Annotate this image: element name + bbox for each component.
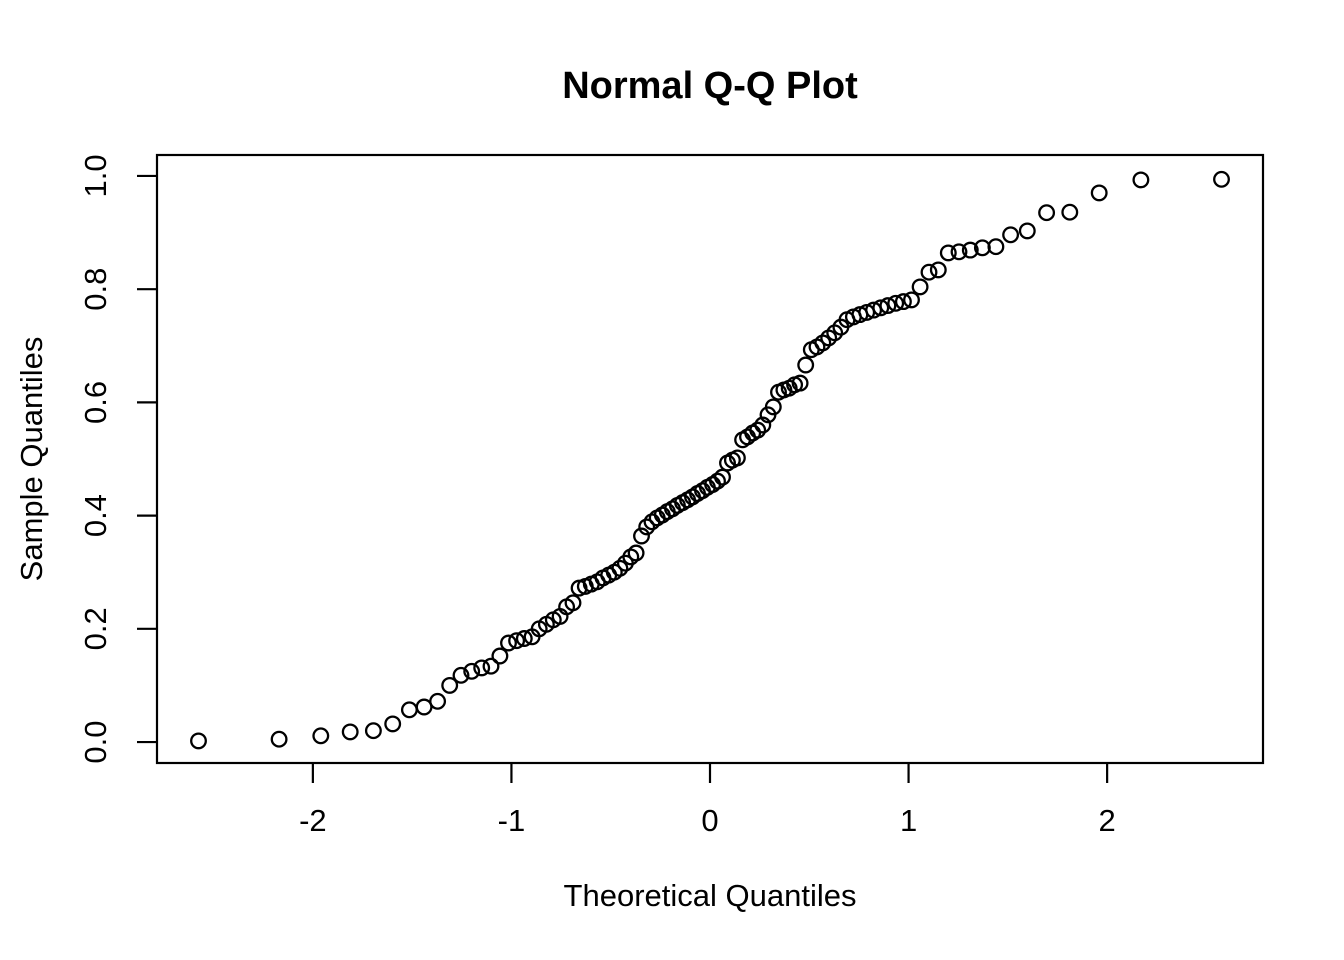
qq-data-point <box>911 278 929 296</box>
qq-data-point <box>638 518 656 536</box>
qq-data-point <box>1038 204 1056 222</box>
qq-data-point <box>939 244 957 262</box>
qq-data-point <box>190 732 207 750</box>
qq-data-point <box>961 241 979 259</box>
y-tick-label: 0.0 <box>78 720 113 763</box>
qq-data-point <box>341 723 359 741</box>
qq-data-point <box>987 238 1005 256</box>
qq-data-point <box>270 730 288 748</box>
y-tick-label: 0.4 <box>78 494 113 537</box>
qq-data-point <box>1061 203 1079 221</box>
qq-data-point <box>903 291 920 309</box>
qq-data-point <box>709 472 726 490</box>
qq-data-point <box>400 701 418 719</box>
y-tick-label: 1.0 <box>78 154 113 197</box>
plot-box <box>155 153 1265 765</box>
qq-data-point <box>1002 226 1020 244</box>
x-tick-label: 0 <box>701 803 718 838</box>
qq-data-point <box>764 398 782 416</box>
qq-data-point <box>473 659 491 677</box>
qq-data-point <box>1018 222 1036 240</box>
y-tick-label: 0.8 <box>78 268 113 311</box>
qq-data-point <box>791 374 809 392</box>
qq-data-point <box>500 634 517 652</box>
qq-data-point <box>950 243 968 261</box>
qq-data-point <box>797 356 815 374</box>
qq-data-point <box>929 261 947 279</box>
qq-data-point <box>429 692 447 710</box>
x-tick-label: 2 <box>1099 803 1116 838</box>
x-axis-label: Theoretical Quantiles <box>564 878 857 913</box>
qq-data-point <box>749 421 767 439</box>
qq-data-point <box>312 727 330 745</box>
plot-title: Normal Q-Q Plot <box>562 65 858 107</box>
qq-data-point <box>441 676 459 694</box>
qq-data-point <box>564 594 582 612</box>
qq-data-point <box>894 293 912 311</box>
qq-data-point <box>482 657 500 675</box>
qq-data-point <box>879 297 897 315</box>
y-axis-label: Sample Quantiles <box>14 337 49 582</box>
qq-data-point <box>754 416 772 434</box>
y-tick-label: 0.2 <box>78 607 113 650</box>
qq-data-point <box>463 662 481 680</box>
qq-data-point <box>633 527 650 545</box>
qq-data-point <box>452 666 470 684</box>
qq-data-point <box>872 299 890 317</box>
qq-data-point <box>508 632 526 650</box>
qq-data-point <box>611 559 629 577</box>
plot-area: -2 -1 0 1 2 0.0 0.2 0.4 0.6 0.8 1.0 <box>78 153 1265 838</box>
x-tick-label: -1 <box>498 803 526 838</box>
y-tick-label: 0.6 <box>78 381 113 424</box>
qq-data-point <box>1213 170 1230 188</box>
x-tick-label: -2 <box>299 803 327 838</box>
x-tick-label: 1 <box>900 803 917 838</box>
qq-data-point <box>384 715 402 733</box>
qq-data-point <box>627 544 645 562</box>
qq-data-point <box>491 647 509 665</box>
qq-data-point <box>728 449 746 467</box>
qq-data-point <box>920 263 938 281</box>
qq-data-point <box>1132 171 1150 189</box>
qq-data-point <box>364 722 382 740</box>
qq-data-point <box>515 630 533 647</box>
qq-data-point <box>1090 184 1108 202</box>
qq-data-point <box>887 294 905 312</box>
